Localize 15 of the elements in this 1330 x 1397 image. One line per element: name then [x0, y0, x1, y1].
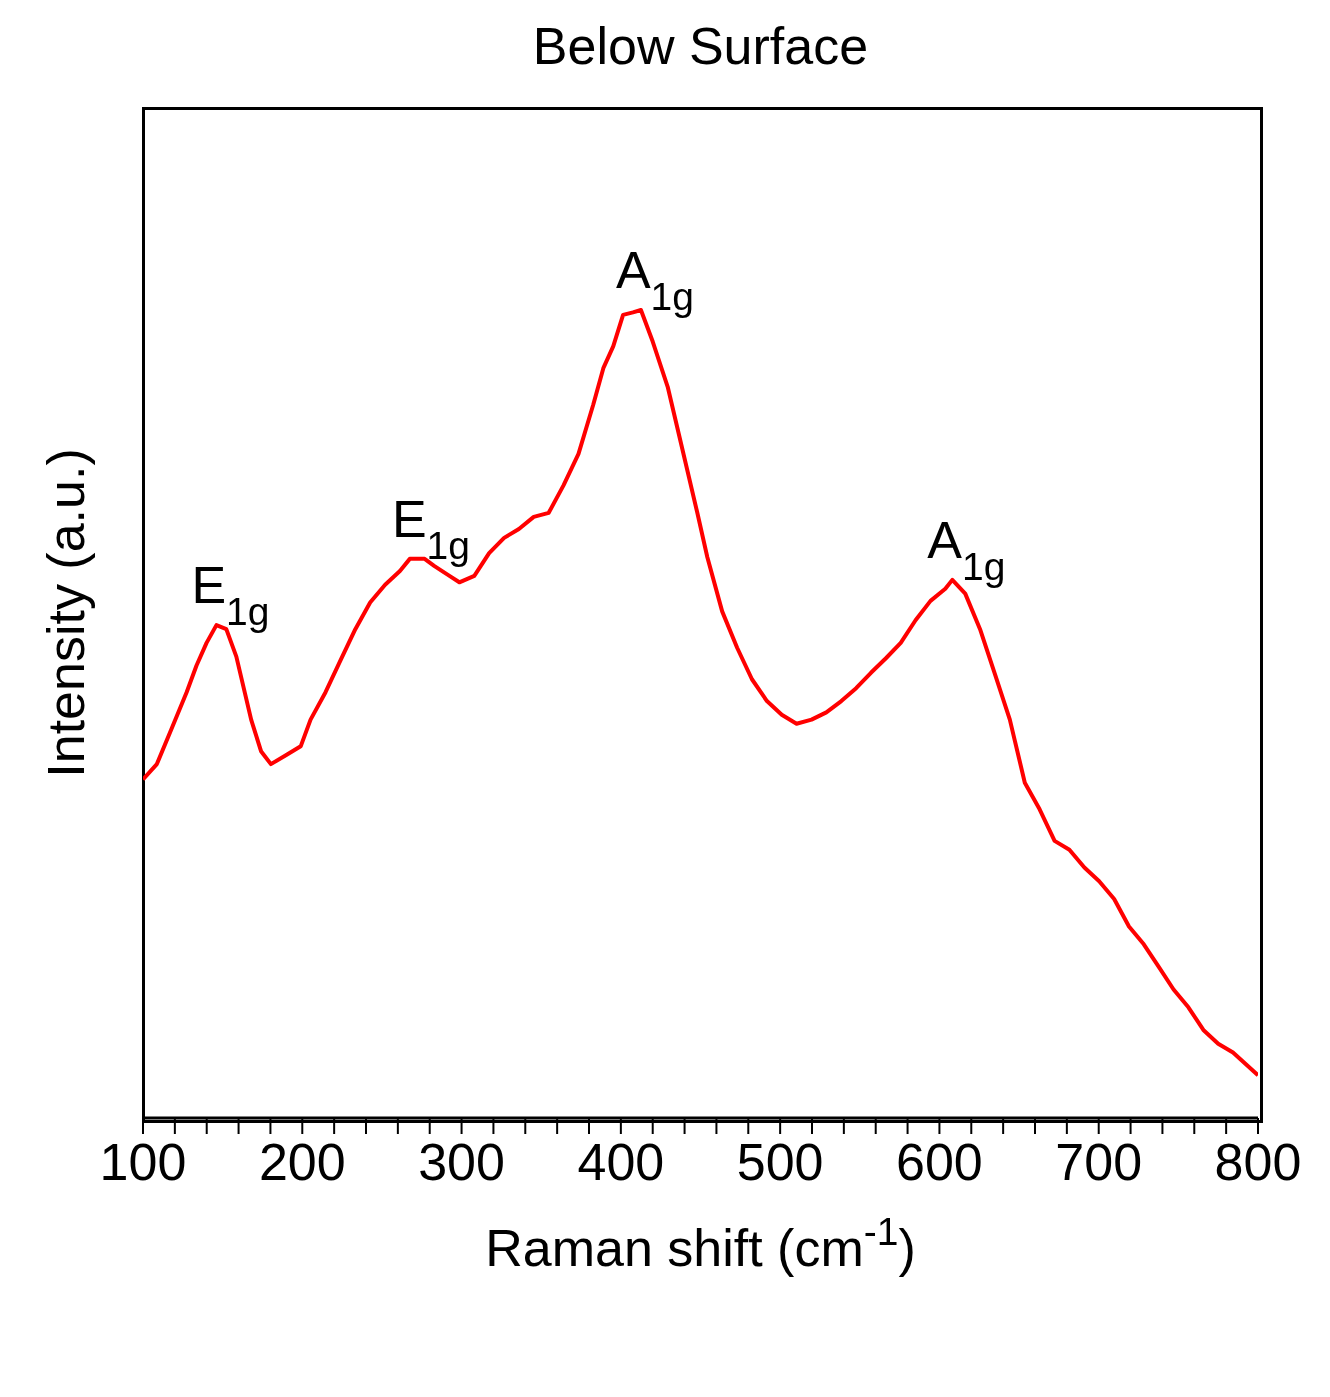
- annotation: E$_{1g}$: [191, 556, 270, 633]
- annotation: A$_{1g}$: [927, 510, 1006, 588]
- x-tick-label: 600: [896, 1133, 983, 1191]
- x-tick-label: 300: [418, 1133, 505, 1191]
- annotation: E$_{1g}$: [391, 489, 471, 567]
- y-axis-title: Intensity (a.u.): [36, 448, 96, 778]
- x-tick-label: 400: [577, 1133, 665, 1191]
- annotation: A$_{1g}$: [615, 241, 694, 318]
- x-axis-title: Raman shift (cm$^{-1}$): [485, 1209, 916, 1277]
- x-tick-label: 100: [99, 1133, 187, 1191]
- x-tick-label: 800: [1214, 1133, 1302, 1191]
- x-tick-label: 200: [258, 1133, 346, 1191]
- x-tick-label: 700: [1055, 1133, 1143, 1191]
- x-tick-label: 500: [736, 1133, 824, 1191]
- chart-title: Below Surface: [531, 16, 870, 76]
